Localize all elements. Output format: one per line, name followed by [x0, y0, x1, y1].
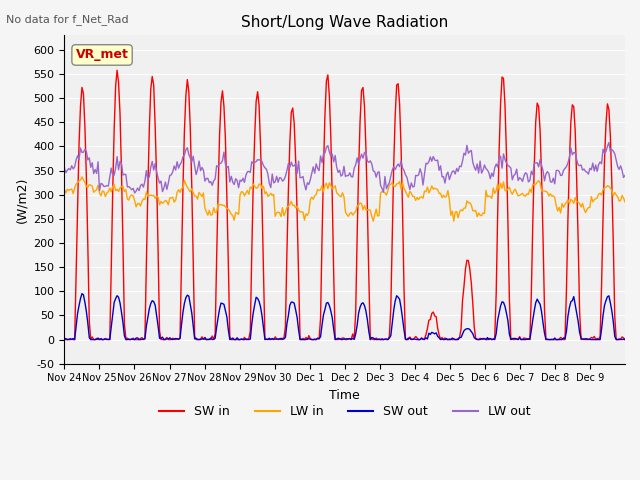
Line: LW in: LW in	[65, 177, 625, 221]
Legend: SW in, LW in, SW out, LW out: SW in, LW in, SW out, LW out	[154, 400, 536, 423]
Line: SW out: SW out	[65, 294, 625, 339]
LW out	[461, 152, 469, 158]
LW out	[131, 190, 138, 196]
LW out	[97, 180, 105, 186]
LW in	[463, 198, 471, 204]
SW in	[621, 336, 629, 342]
SW out	[63, 336, 71, 342]
LW in	[61, 187, 68, 192]
LW in	[547, 191, 554, 197]
LW out	[621, 172, 629, 178]
SW out	[352, 331, 360, 337]
SW out	[61, 336, 68, 342]
SW in	[62, 336, 70, 342]
LW out	[79, 149, 87, 155]
LW in	[78, 174, 86, 180]
LW in	[99, 188, 106, 194]
SW in	[81, 123, 89, 129]
SW in	[99, 336, 106, 342]
SW in	[547, 336, 554, 342]
SW out	[620, 336, 627, 342]
Text: VR_met: VR_met	[76, 48, 129, 61]
Line: SW in: SW in	[65, 70, 625, 339]
SW in	[61, 336, 68, 342]
LW out	[620, 175, 627, 180]
LW out	[61, 166, 68, 171]
X-axis label: Time: Time	[330, 389, 360, 402]
LW in	[620, 195, 627, 201]
Y-axis label: (W/m2): (W/m2)	[15, 176, 28, 223]
LW in	[621, 199, 629, 205]
SW in	[352, 310, 360, 315]
LW out	[605, 140, 612, 145]
SW in	[463, 257, 471, 263]
Text: No data for f_Net_Rad: No data for f_Net_Rad	[6, 14, 129, 25]
SW out	[547, 336, 554, 342]
Line: LW out: LW out	[65, 143, 625, 193]
SW out	[83, 309, 90, 314]
SW in	[620, 335, 627, 341]
Title: Short/Long Wave Radiation: Short/Long Wave Radiation	[241, 15, 449, 30]
SW out	[78, 291, 86, 297]
SW out	[621, 336, 629, 342]
LW out	[350, 165, 358, 171]
LW in	[81, 180, 89, 185]
SW in	[113, 67, 121, 73]
SW out	[100, 336, 108, 342]
LW in	[369, 218, 377, 224]
LW in	[350, 210, 358, 216]
SW out	[463, 326, 471, 332]
LW out	[545, 171, 553, 177]
